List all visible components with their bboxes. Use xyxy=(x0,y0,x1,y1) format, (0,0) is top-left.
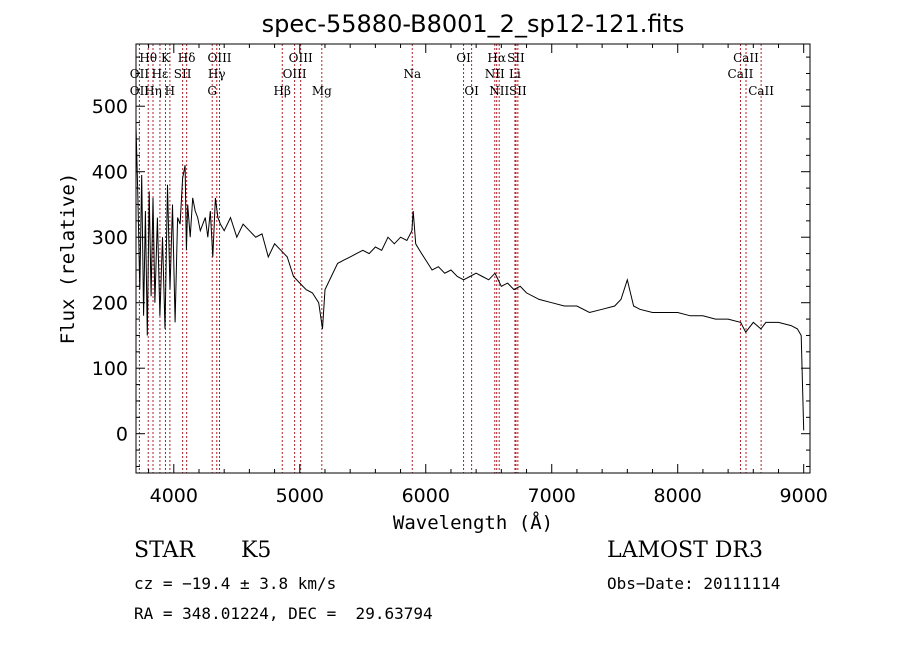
spectral-line-label: OIII xyxy=(207,51,231,65)
spectral-line-label: SII xyxy=(509,84,527,98)
spectrum-series-line xyxy=(135,125,805,431)
x-axis-label: Wavelength (Å) xyxy=(393,511,553,534)
y-axis-ticks: 0 100 200 300 400 500 xyxy=(92,56,810,467)
object-subclass: K5 xyxy=(241,538,272,563)
spectral-line-label: Hθ xyxy=(139,51,157,65)
spectral-line-label: Na xyxy=(403,67,421,81)
spectral-line-label: OI xyxy=(456,51,471,65)
spectral-line-label: CaII xyxy=(733,51,759,65)
chart-title: spec-55880-B8001_2_sp12-121.fits xyxy=(262,10,685,38)
spectral-line-label: G xyxy=(207,84,217,98)
spectral-line-label: H xyxy=(165,84,175,98)
x-tick-label: 4000 xyxy=(150,485,198,507)
object-class: STAR xyxy=(134,538,195,563)
spectral-line-label: NII xyxy=(489,84,509,98)
spectral-line-label: OII xyxy=(130,67,150,81)
spectral-line-label: CaII xyxy=(728,67,754,81)
spectral-line-label: Hη xyxy=(144,84,162,98)
x-tick-label: 5000 xyxy=(276,485,324,507)
spectral-line-label: Li xyxy=(509,67,521,81)
y-tick-label: 500 xyxy=(92,96,128,118)
spectral-line-label: SII xyxy=(507,51,525,65)
spectral-line-label: Hδ xyxy=(178,51,196,65)
coordinates: RA = 348.01224, DEC = 29.63794 xyxy=(134,604,433,623)
spectral-line-label: NII xyxy=(485,67,505,81)
x-axis-ticks: 4000 5000 6000 7000 8000 9000 xyxy=(148,44,828,507)
y-tick-label: 100 xyxy=(92,358,128,380)
redshift-velocity: cz = −19.4 ± 3.8 km/s xyxy=(134,574,337,593)
y-axis-label: Flux (relative) xyxy=(57,173,79,345)
spectral-line-label: K xyxy=(161,51,171,65)
y-tick-label: 0 xyxy=(116,424,128,446)
spectral-line-label: Hα xyxy=(487,51,506,65)
spectral-line-label: OI xyxy=(464,84,479,98)
y-tick-label: 300 xyxy=(92,227,128,249)
y-tick-label: 200 xyxy=(92,293,128,315)
spectral-line-label: SII xyxy=(174,67,192,81)
spectral-line-label: OIII xyxy=(289,51,313,65)
spectral-line-label: Mg xyxy=(312,84,332,98)
x-tick-label: 6000 xyxy=(402,485,450,507)
observation-date: Obs−Date: 20111114 xyxy=(607,574,781,593)
spectral-line-label: CaII xyxy=(748,84,774,98)
spectral-line-markers xyxy=(138,44,762,473)
y-tick-label: 400 xyxy=(92,162,128,184)
spectral-line-label: Hε xyxy=(152,67,169,81)
x-tick-label: 9000 xyxy=(780,485,828,507)
plot-frame xyxy=(135,43,811,474)
x-tick-label: 7000 xyxy=(528,485,576,507)
x-tick-label: 8000 xyxy=(654,485,702,507)
spectral-line-label: Hβ xyxy=(274,84,291,98)
spectral-line-label: OII xyxy=(130,84,150,98)
spectral-line-label: OIII xyxy=(283,67,307,81)
spectral-line-label: Hγ xyxy=(208,67,226,81)
survey-name: LAMOST DR3 xyxy=(607,538,763,563)
spectrum-chart: spec-55880-B8001_2_sp12-121.fits Hθ OII OI… xyxy=(57,10,828,534)
